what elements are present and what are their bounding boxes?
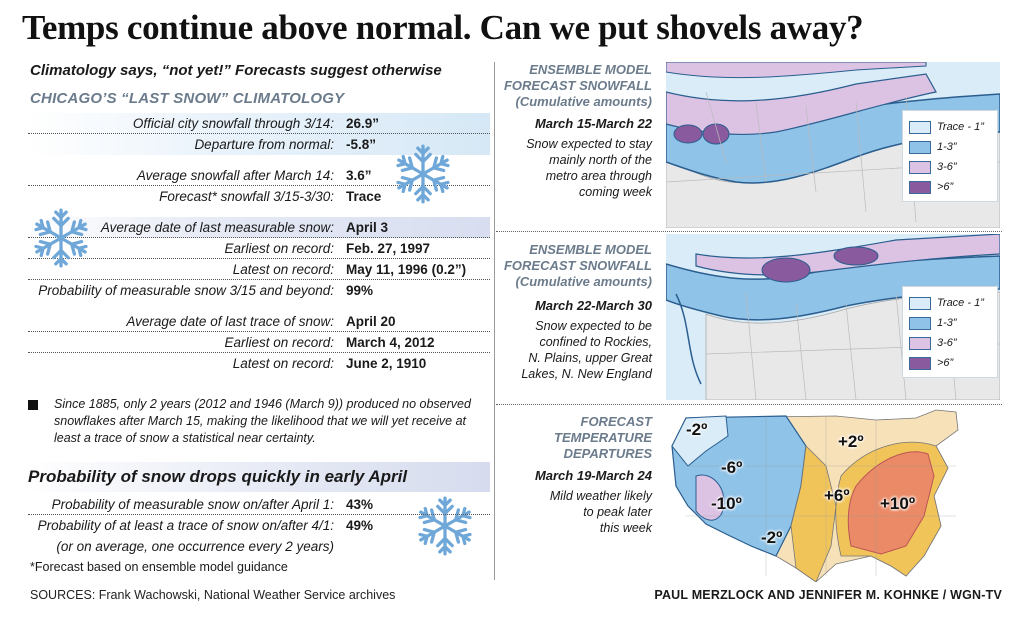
- panel-divider: [496, 231, 1002, 232]
- panel-description: Mild weather likely to peak later this w…: [549, 489, 652, 535]
- temp-label: +10º: [880, 494, 916, 513]
- temperature-map: -2º -6º -10º -2º +2º +6º +10º: [666, 406, 1000, 582]
- climatology-heading: CHICAGO’S “LAST SNOW” CLIMATOLOGY: [30, 90, 345, 107]
- sources: SOURCES: Frank Wachowski, National Weath…: [30, 588, 396, 602]
- snowflake-icon: [393, 144, 453, 204]
- table-row: Probability of measurable snow 3/15 and …: [38, 283, 374, 298]
- panel-description: Snow expected to be confined to Rockies,…: [521, 319, 652, 381]
- table-row: Earliest on record: Feb. 27, 1997: [28, 238, 490, 259]
- table-row: Average snowfall after March 14: 3.6”: [28, 165, 490, 186]
- page-title: Temps continue above normal. Can we put …: [22, 8, 864, 47]
- snowfall-legend: Trace - 1” 1-3” 3-6” >6”: [902, 110, 998, 202]
- table-row: Departure from normal: -5.8”: [28, 134, 490, 155]
- probability-heading: Probability of snow drops quickly in ear…: [22, 462, 490, 492]
- legend-item: 3-6”: [909, 333, 991, 353]
- snowflake-icon: [31, 208, 91, 268]
- column-divider: [494, 62, 495, 580]
- table-row: Average date of last trace of snow: April…: [28, 311, 490, 332]
- bullet-icon: [28, 400, 38, 410]
- temp-label: -6º: [721, 458, 743, 477]
- table-row: Forecast* snowfall 3/15-3/30: Trace: [159, 189, 382, 204]
- subtitle: Climatology says, “not yet!” Forecasts s…: [30, 62, 442, 79]
- snowfall-panel-2: ENSEMBLE MODEL FORECAST SNOWFALL (Cumula…: [496, 234, 1002, 402]
- temp-label: -10º: [711, 494, 742, 513]
- table-row: (or on average, one occurrence every 2 y…: [56, 539, 334, 554]
- probability-table: Probability of measurable snow on/after …: [28, 494, 490, 557]
- panel-date: March 15-March 22: [534, 116, 652, 131]
- table-row: Latest on record: May 11, 1996 (0.2”): [28, 259, 490, 280]
- legend-item: 3-6”: [909, 157, 991, 177]
- history-note: Since 1885, only 2 years (2012 and 1946 …: [28, 396, 488, 447]
- temp-label: +6º: [824, 486, 850, 505]
- panel-date: March 22-March 30: [534, 298, 652, 313]
- snowfall-legend: Trace - 1” 1-3” 3-6” >6”: [902, 286, 998, 378]
- legend-item: >6”: [909, 353, 991, 373]
- table-row: Latest on record: June 2, 1910: [232, 356, 427, 371]
- panel-description: Snow expected to stay mainly north of th…: [526, 137, 652, 199]
- footnote: *Forecast based on ensemble model guidan…: [30, 560, 288, 574]
- temperature-panel: FORECAST TEMPERATURE DEPARTURES March 19…: [496, 406, 1002, 582]
- table-row: Probability of at least a trace of snow …: [37, 518, 374, 533]
- temp-label: -2º: [761, 528, 783, 547]
- temp-label: +2º: [838, 432, 864, 451]
- temp-label: -2º: [686, 420, 708, 439]
- legend-item: >6”: [909, 177, 991, 197]
- legend-item: Trace - 1”: [909, 293, 991, 313]
- legend-item: 1-3”: [909, 313, 991, 333]
- legend-item: Trace - 1”: [909, 117, 991, 137]
- panel-divider: [496, 404, 1002, 405]
- legend-item: 1-3”: [909, 137, 991, 157]
- credit: PAUL MERZLOCK AND JENNIFER M. KOHNKE / W…: [654, 588, 1002, 602]
- climatology-table: Official city snowfall through 3/14: 26.9…: [28, 113, 490, 374]
- table-row: Official city snowfall through 3/14: 26.9…: [28, 113, 490, 134]
- snowfall-panel-1: ENSEMBLE MODEL FORECAST SNOWFALL (Cumula…: [496, 62, 1002, 230]
- table-row: Average date of last measurable snow: Apr…: [28, 217, 490, 238]
- panel-date: March 19-March 24: [534, 468, 652, 483]
- table-row: Earliest on record: March 4, 2012: [28, 332, 490, 353]
- table-row: Probability of measurable snow on/after …: [28, 494, 490, 515]
